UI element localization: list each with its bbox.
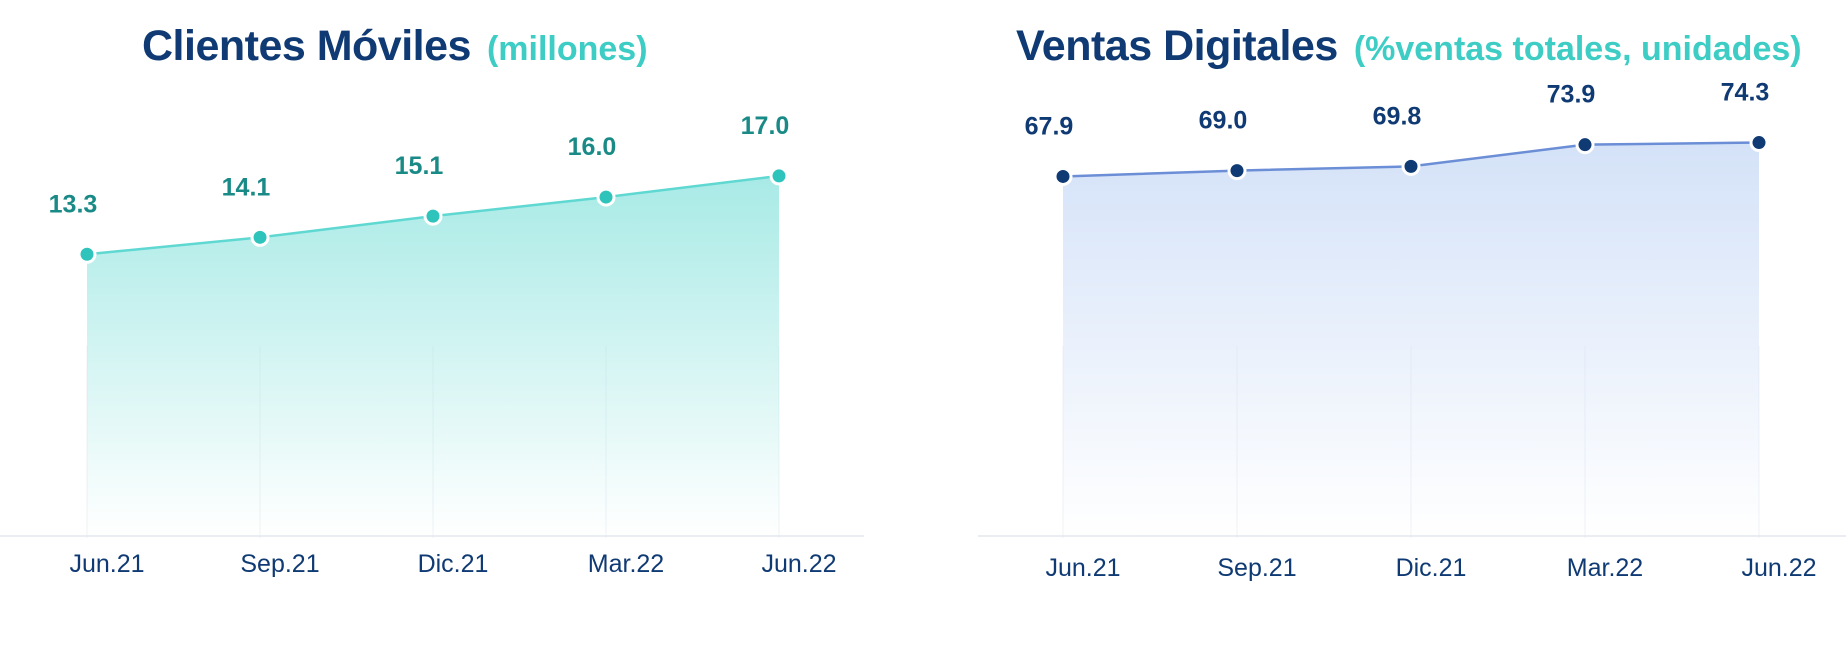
data-label: 69.8 [1373, 102, 1422, 130]
chart-title: Clientes Móviles [142, 22, 471, 70]
chart-title: Ventas Digitales [1016, 22, 1338, 70]
chart-ventas-digitales: Ventas Digitales (%ventas totales, unidad… [960, 0, 1846, 656]
data-label: 74.3 [1721, 79, 1770, 107]
x-tick-label: Jun.22 [1741, 554, 1816, 582]
data-point[interactable] [1575, 135, 1595, 155]
data-label: 69.0 [1199, 107, 1248, 135]
data-label: 15.1 [395, 152, 444, 180]
data-label: 17.0 [741, 112, 790, 140]
x-tick-label: Mar.22 [1567, 554, 1643, 582]
data-point[interactable] [250, 227, 270, 247]
x-tick-label: Jun.21 [1045, 554, 1120, 582]
chart-subtitle: (%ventas totales, unidades) [1353, 30, 1802, 68]
data-label: 13.3 [49, 190, 98, 218]
x-tick-label: Mar.22 [588, 550, 664, 578]
data-point[interactable] [1053, 166, 1073, 186]
x-tick-label: Sep.21 [1217, 554, 1296, 582]
chart-clientes-moviles: Clientes Móviles (millones) 13.3 14.1 15.1 1… [0, 0, 880, 656]
data-label: 16.0 [568, 133, 617, 161]
x-tick-label: Jun.21 [69, 550, 144, 578]
chart-plot-area: 67.9 69.0 69.8 73.9 74.3 Jun.21 Sep.21 Dic.21 Ma… [978, 79, 1846, 582]
data-label: 14.1 [222, 173, 271, 201]
data-point[interactable] [1227, 161, 1247, 181]
area-fill [87, 175, 779, 536]
chart-title-row: Ventas Digitales (%ventas totales, unidad… [1016, 22, 1802, 71]
data-point[interactable] [423, 206, 443, 226]
data-point[interactable] [596, 187, 616, 207]
chart-plot-area: 13.3 14.1 15.1 16.0 17.0 Jun.21 Sep.21 Dic.21 Ma… [0, 112, 864, 578]
x-tick-label: Sep.21 [240, 550, 319, 578]
chart-subtitle: (millones) [486, 30, 648, 68]
data-point[interactable] [1401, 156, 1421, 176]
area-fill [1063, 142, 1759, 536]
x-tick-label: Jun.22 [761, 550, 836, 578]
chart-title-row: Clientes Móviles (millones) [142, 22, 648, 71]
data-point[interactable] [1749, 133, 1769, 153]
x-tick-label: Dic.21 [418, 550, 489, 578]
data-point[interactable] [77, 244, 97, 264]
x-tick-label: Dic.21 [1396, 554, 1467, 582]
data-point[interactable] [769, 166, 789, 186]
data-label: 67.9 [1025, 112, 1074, 140]
data-label: 73.9 [1547, 81, 1596, 109]
